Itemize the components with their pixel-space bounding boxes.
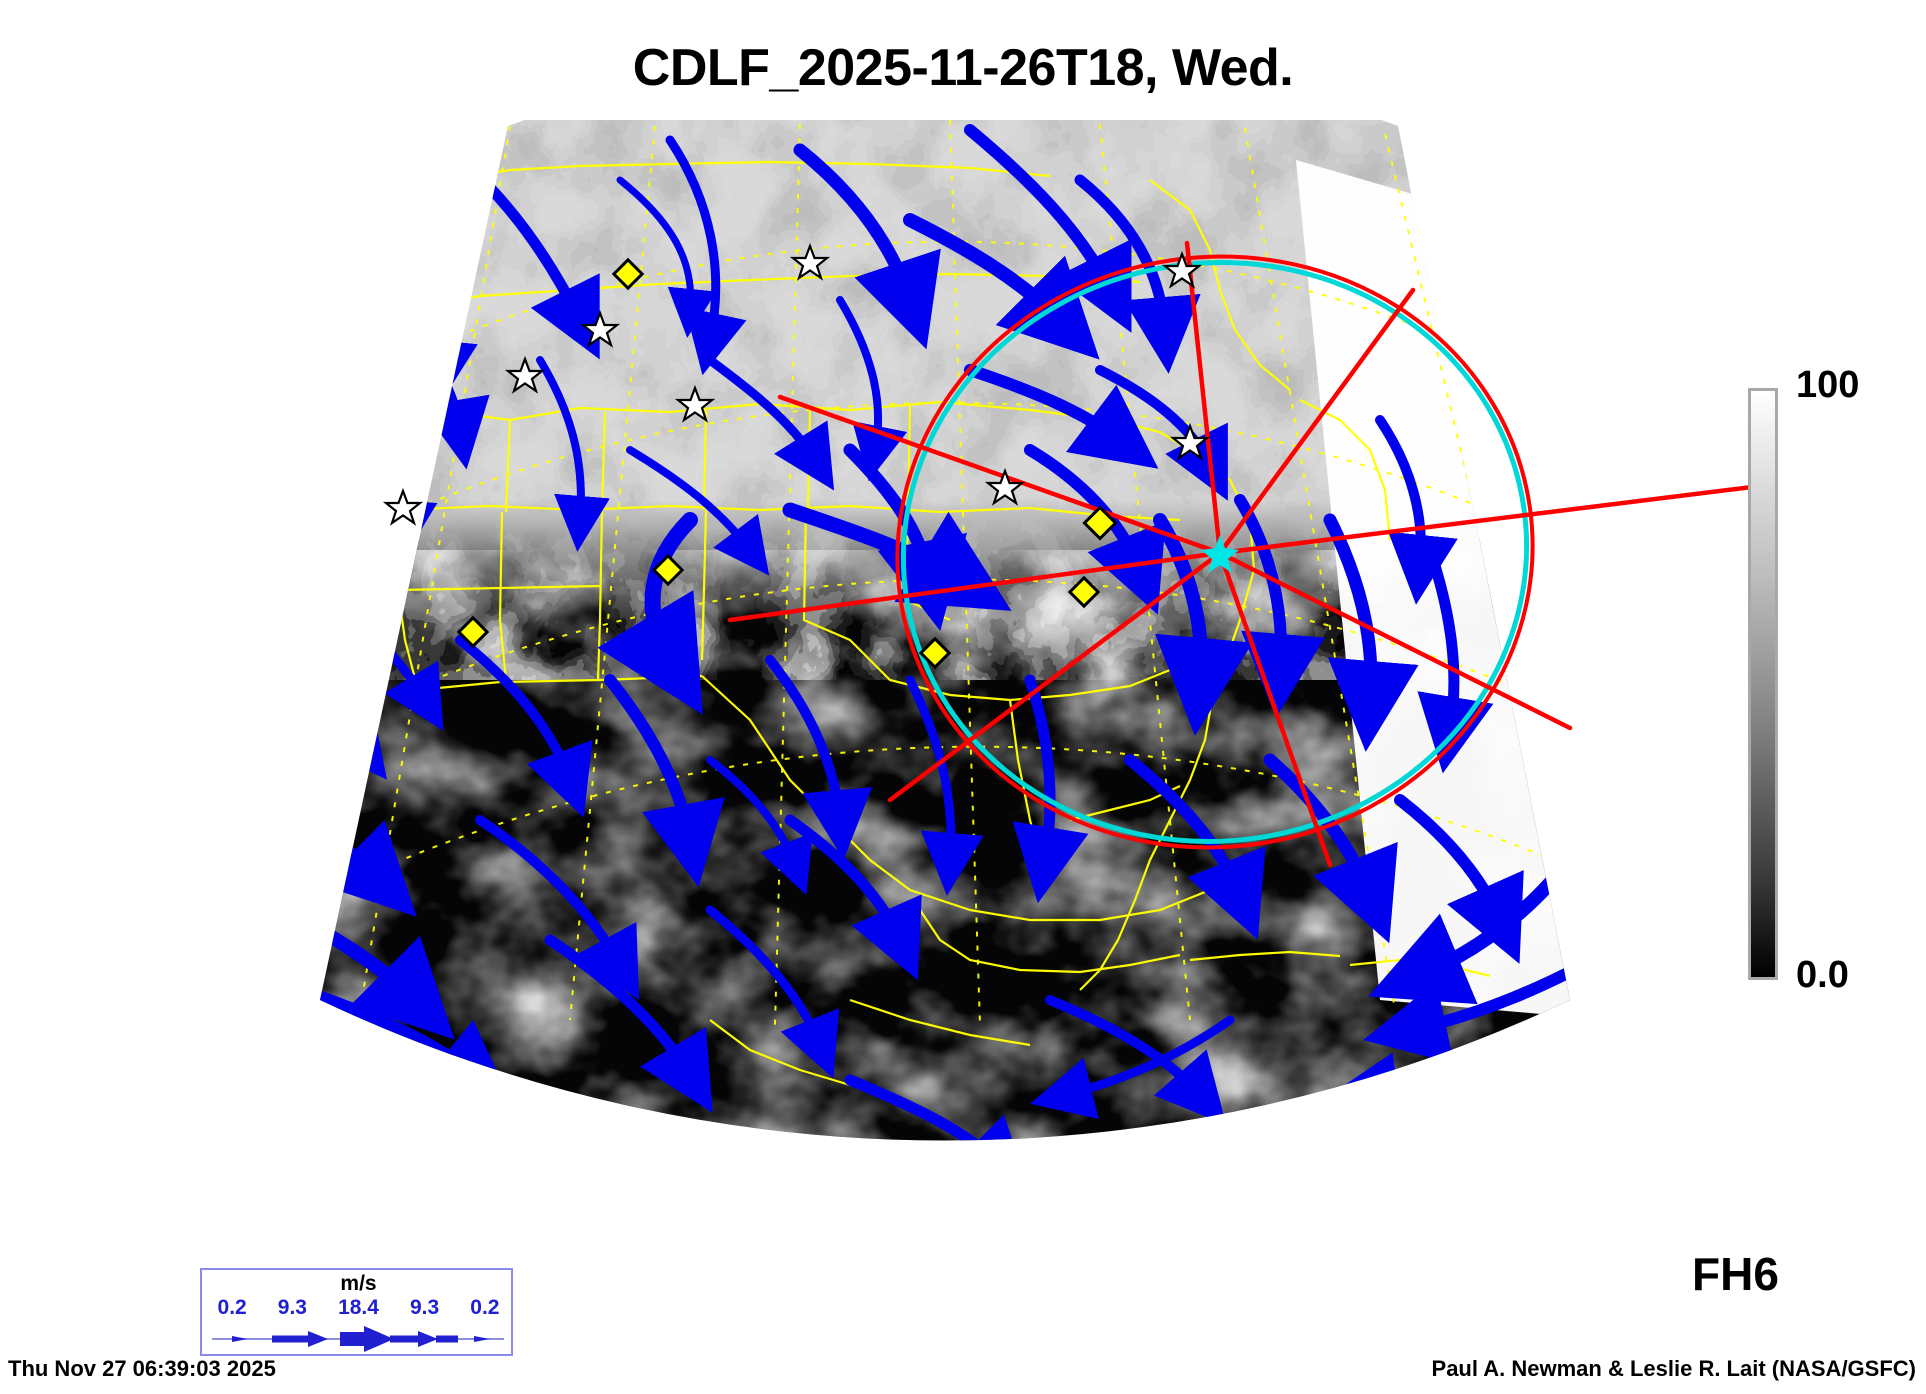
map-panel[interactable]	[150, 120, 1750, 1240]
page-title: CDLF_2025-11-26T18, Wed.	[632, 39, 1294, 97]
wind-unit-label: m/s	[340, 1272, 377, 1295]
wind-tick-3: 9.3	[410, 1296, 440, 1319]
wind-tick-4: 0.2	[470, 1296, 500, 1319]
colorbar-min-label: 0.0	[1796, 954, 1849, 996]
center-marker[interactable]	[1201, 535, 1239, 573]
map-canvas[interactable]	[150, 120, 1750, 1240]
wind-tick-1: 9.3	[277, 1296, 307, 1319]
colorbar: 100 0.0	[1740, 364, 1920, 996]
generation-timestamp: Thu Nov 27 06:39:03 2025	[8, 1356, 276, 1381]
colorbar-max-label: 100	[1796, 364, 1860, 406]
wind-tick-2: 18.4	[338, 1296, 379, 1319]
station-markers[interactable]	[382, 242, 1211, 526]
wind-tick-0: 0.2	[217, 1296, 247, 1319]
flight-tracks[interactable]	[727, 240, 1750, 868]
wind-tick-labels: 0.2 9.3 18.4 9.3 0.2	[202, 1296, 515, 1320]
forecast-hour-label: FH6	[1692, 1248, 1779, 1300]
waypoint-markers[interactable]	[456, 257, 1118, 670]
author-credit: Paul A. Newman & Leslie R. Lait (NASA/GS…	[1431, 1356, 1916, 1381]
wind-arrow-scale-icon	[212, 1326, 504, 1352]
map-field-group	[320, 120, 1570, 1141]
colorbar-gradient	[1748, 388, 1778, 980]
wind-speed-legend: m/s 0.2 9.3 18.4 9.3 0.2	[200, 1268, 513, 1356]
